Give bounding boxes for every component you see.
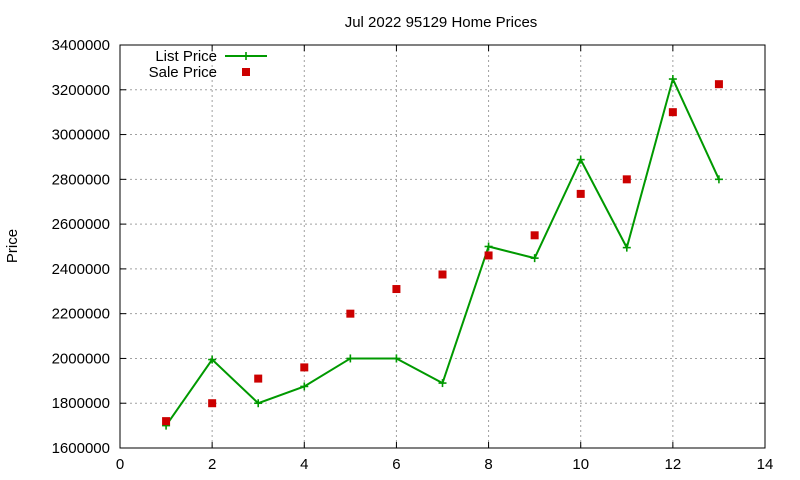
sale-price-point <box>208 399 217 408</box>
sale-price-point <box>300 363 309 372</box>
sale-price-point <box>530 231 539 240</box>
x-tick-label: 2 <box>208 456 216 473</box>
chart-title: Jul 2022 95129 Home Prices <box>345 14 538 31</box>
list-price-point <box>438 379 447 388</box>
sale-price-point <box>714 80 723 89</box>
x-tick-label: 0 <box>116 456 124 473</box>
sale-price-point <box>668 108 677 117</box>
x-tick-label: 4 <box>300 456 308 473</box>
y-tick-label: 3200000 <box>52 82 110 99</box>
list-price-point <box>668 75 677 84</box>
list-price-point <box>254 399 263 408</box>
x-tick-label: 6 <box>392 456 400 473</box>
y-axis-label: Price <box>4 229 21 263</box>
list-price-point <box>208 355 217 364</box>
list-price-point <box>622 243 631 252</box>
sale-price-point <box>438 270 447 279</box>
y-tick-label: 3000000 <box>52 127 110 144</box>
list-price-point <box>714 175 723 184</box>
tick-labels: 0 2 4 6 8 10 12 14 1600000 1800000 2000000 2200000 2… <box>52 37 774 473</box>
axes <box>119 44 766 449</box>
x-tick-label: 8 <box>484 456 492 473</box>
x-tick-label: 12 <box>665 456 682 473</box>
sale-price-point <box>254 374 263 383</box>
list-price-point <box>346 354 355 363</box>
y-tick-label: 3400000 <box>52 37 110 54</box>
series-sale-price <box>162 80 723 426</box>
sale-price-point <box>576 189 585 198</box>
x-tick-label: 10 <box>572 456 589 473</box>
plot-border <box>119 44 766 449</box>
series-list-price <box>162 75 723 430</box>
y-tick-label: 2000000 <box>52 350 110 367</box>
sale-price-point <box>162 417 171 426</box>
sale-price-point <box>392 285 401 294</box>
legend-square-marker <box>242 68 250 76</box>
sale-price-point <box>346 309 355 318</box>
list-price-point <box>300 382 309 391</box>
list-price-point <box>484 242 493 251</box>
sale-price-point <box>622 175 631 184</box>
list-price-point <box>530 254 539 263</box>
y-tick-label: 1800000 <box>52 395 110 412</box>
x-tick-label: 14 <box>757 456 774 473</box>
y-tick-label: 2800000 <box>52 171 110 188</box>
list-price-point <box>576 155 585 164</box>
y-tick-label: 1600000 <box>52 440 110 457</box>
y-tick-label: 2600000 <box>52 216 110 233</box>
sale-price-point <box>484 251 493 260</box>
list-price-line <box>165 76 720 427</box>
legend-label: List Price <box>155 48 217 65</box>
series-layer <box>162 75 723 430</box>
y-tick-label: 2200000 <box>52 306 110 323</box>
legend-plus-marker <box>242 52 250 60</box>
grid-lines <box>120 45 765 448</box>
y-tick-label: 2400000 <box>52 261 110 278</box>
list-price-point <box>392 354 401 363</box>
legend-label: Sale Price <box>149 64 217 81</box>
